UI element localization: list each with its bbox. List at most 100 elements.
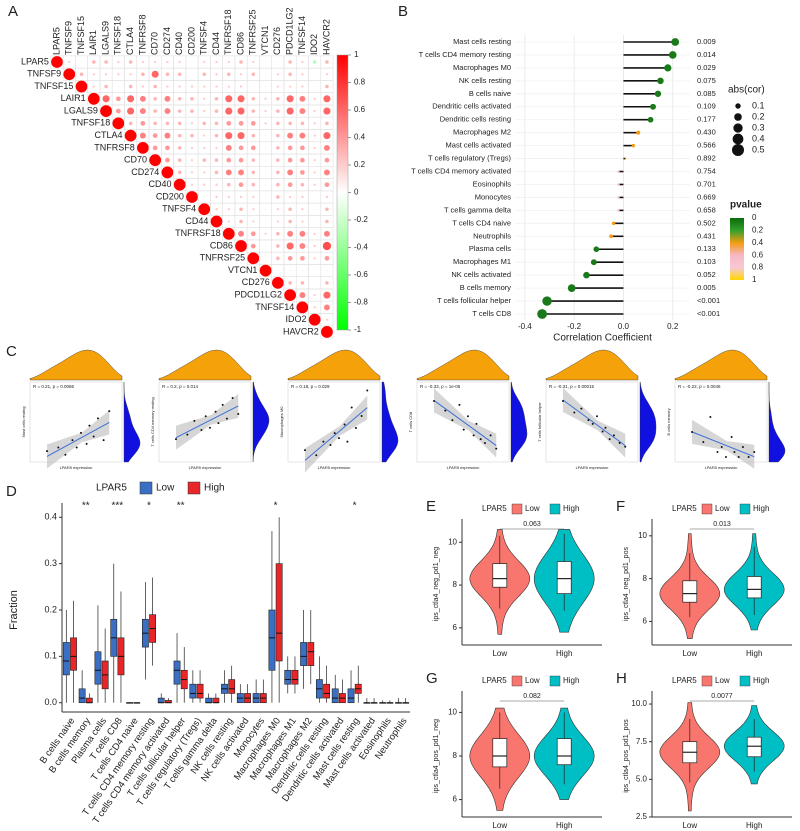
x-axis-title: LPAR5 expression [189,465,222,470]
category-label: NK cells resting [459,76,511,85]
pvalue-label: 0.103 [697,257,716,266]
colorbar-tick-label: 0.2 [354,160,366,169]
category-label: T cells CD4 naive [452,218,511,227]
row-label: CD40 [149,179,172,189]
colorbar-tick-label: -0.2 [354,215,368,224]
correlation-dot [104,73,108,76]
legend-label: Low [156,483,175,494]
category-label: Macrophages M2 [453,128,511,137]
correlation-dot [325,207,329,212]
pvalue-tick-label: 0.4 [752,238,764,247]
correlation-dot [153,121,157,126]
correlation-dot [276,208,280,211]
point [561,400,564,403]
row-label: LGALS9 [64,105,98,115]
dot [657,77,664,85]
correlation-dot [277,270,279,272]
point [343,423,346,426]
annotation: R = 0.2, p = 0.014 [162,384,199,389]
correlation-dot [141,60,145,64]
y-tick-label: 0.0 [44,697,57,707]
correlation-dot [165,121,170,126]
correlation-dot [153,84,157,89]
column-label: CD276 [272,27,282,55]
correlation-dot [301,60,304,64]
correlation-dot [252,85,254,88]
box [556,561,572,594]
column-label: TNFRSF18 [223,9,233,55]
row-label: TNFRSF25 [200,253,246,263]
correlation-dot [177,158,182,162]
correlation-dot [299,132,306,139]
correlation-dot [165,145,170,151]
column-label: TNFSF9 [64,21,74,55]
correlation-dot [300,182,305,187]
correlation-dot [239,73,243,76]
column-label: LGALS9 [100,21,110,55]
colorbar-tick-label: -0.6 [354,270,368,279]
box [157,697,165,704]
row-label: TNFSF4 [162,204,196,214]
point [225,417,228,420]
correlation-dot [299,292,306,299]
x-density [416,349,510,381]
correlation-dot [222,227,235,240]
column-label: TNFRSF8 [137,15,147,56]
correlation-dot [210,215,223,228]
correlation-dot [238,157,244,163]
point [96,417,99,420]
correlation-dot [299,108,306,115]
correlation-dot [177,170,182,175]
box [196,683,204,699]
category-label: T cells regulatory (Tregs) [428,154,511,163]
correlation-dot [202,158,207,162]
x-density [287,349,381,381]
box [347,688,355,704]
point [71,439,74,442]
box [284,669,292,685]
column-label: CD86 [235,32,245,55]
pvalue-label: 0.109 [697,102,716,111]
correlation-dot [128,84,133,89]
size-legend-label: 0.1 [752,100,765,110]
x-axis-title: LPAR5 expression [318,465,351,470]
point [716,451,719,453]
annotation: R = -0.33, p = 1e-05 [420,384,461,389]
correlation-dot [203,85,206,88]
dot [617,170,620,173]
pvalue-tick-label: 1 [752,275,757,284]
correlation-dot [287,145,293,151]
x-tick-label: -0.4 [518,322,532,331]
point [322,440,325,443]
point [75,446,78,449]
correlation-dot [276,256,280,261]
correlation-dot [100,105,112,117]
category-label: B cells memory [460,283,512,292]
y-density [381,381,399,463]
correlation-dot [251,72,256,77]
correlation-dot [139,108,146,115]
correlation-dot [190,122,194,125]
column-label: CTLA4 [125,27,135,55]
dot [617,183,620,186]
size-legend-label: 0.5 [752,144,765,154]
annotation: R = -0.22, p = 0.0046 [678,384,721,389]
pvalue-label: 0.013 [713,521,731,528]
pvalue-label: 0.009 [697,37,716,46]
correlation-dot [265,135,267,137]
regression-line [46,422,110,457]
pvalue-label: 0.701 [697,179,716,188]
dot [671,38,680,46]
correlation-dot [313,232,316,235]
point [466,415,469,418]
correlation-dot [276,232,280,236]
x-tick-label: High [556,821,572,830]
correlation-dot [265,184,267,186]
correlation-dot [225,95,233,103]
y-tick-label: 8 [643,574,648,583]
point [720,446,723,448]
correlation-dot [190,146,194,150]
correlation-dot [300,281,305,285]
x-density [674,349,768,381]
category-label: T cells CD8 [472,309,511,318]
